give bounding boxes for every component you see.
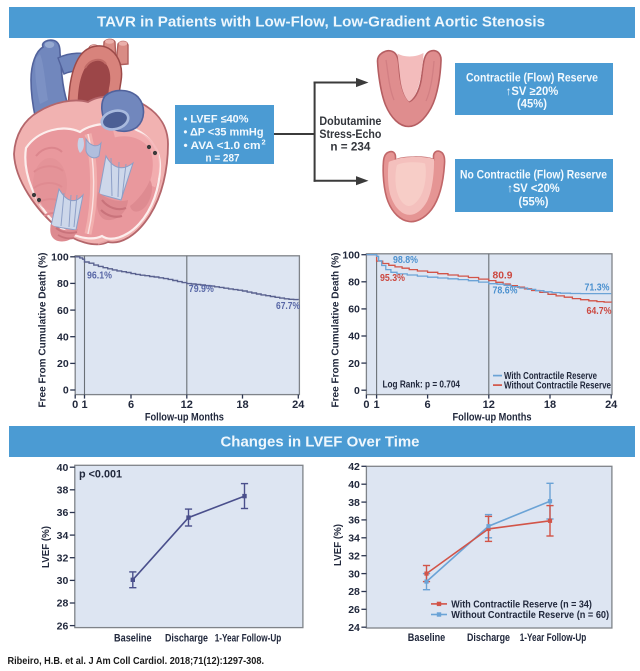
- svg-text:40: 40: [57, 462, 69, 474]
- svg-text:79.9%: 79.9%: [189, 284, 214, 295]
- svg-text:26: 26: [57, 620, 69, 632]
- svg-text:Baseline: Baseline: [114, 633, 152, 645]
- svg-text:Without Contractile Reserve (n: Without Contractile Reserve (n = 60): [451, 609, 609, 621]
- svg-text:Free From Cumulative Death (%): Free From Cumulative Death (%): [37, 253, 49, 408]
- svg-text:98.8%: 98.8%: [393, 255, 418, 266]
- svg-text:80: 80: [348, 277, 360, 289]
- svg-text:26: 26: [348, 604, 360, 616]
- svg-text:28: 28: [348, 586, 360, 598]
- svg-text:6: 6: [425, 399, 431, 411]
- svg-text:42: 42: [348, 461, 360, 473]
- svg-text:LVEF (%): LVEF (%): [40, 526, 52, 568]
- svg-text:32: 32: [348, 550, 360, 562]
- svg-text:No Contractile (Flow) Reserve: No Contractile (Flow) Reserve: [460, 169, 607, 181]
- svg-text:28: 28: [57, 598, 69, 610]
- svg-text:100: 100: [342, 249, 360, 261]
- svg-text:n = 287: n = 287: [206, 152, 240, 164]
- svg-text:p <0.001: p <0.001: [79, 468, 122, 480]
- svg-text:(55%): (55%): [519, 197, 549, 209]
- svg-text:20: 20: [348, 358, 360, 370]
- svg-text:12: 12: [483, 399, 495, 411]
- svg-text:Free From Cumulative Death (%): Free From Cumulative Death (%): [330, 253, 342, 408]
- svg-text:Without Contractile Reserve: Without Contractile Reserve: [504, 381, 611, 392]
- svg-text:12: 12: [181, 399, 193, 411]
- svg-text:• LVEF ≤40%: • LVEF ≤40%: [184, 113, 249, 125]
- svg-text:24: 24: [292, 399, 305, 411]
- svg-text:30: 30: [57, 575, 69, 587]
- svg-text:Ribeiro, H.B. et al. J Am Coll: Ribeiro, H.B. et al. J Am Coll Cardiol. …: [8, 656, 265, 667]
- svg-text:71.3%: 71.3%: [585, 283, 610, 294]
- svg-text:Log Rank: p = 0.704: Log Rank: p = 0.704: [383, 379, 461, 391]
- svg-text:24: 24: [348, 622, 360, 634]
- svg-text:↑SV <20%: ↑SV <20%: [507, 183, 560, 195]
- svg-text:34: 34: [57, 530, 69, 542]
- svg-text:96.1%: 96.1%: [87, 270, 112, 281]
- svg-text:Stress-Echo: Stress-Echo: [319, 129, 381, 141]
- svg-text:Discharge: Discharge: [467, 632, 510, 644]
- svg-text:40: 40: [57, 331, 69, 343]
- svg-text:Discharge: Discharge: [165, 633, 208, 645]
- svg-text:60: 60: [57, 305, 69, 317]
- svg-text:32: 32: [57, 552, 69, 564]
- svg-text:Contractile (Flow) Reserve: Contractile (Flow) Reserve: [466, 72, 598, 84]
- svg-text:24: 24: [605, 399, 618, 411]
- svg-text:18: 18: [236, 399, 248, 411]
- svg-text:34: 34: [348, 533, 360, 545]
- svg-text:67.7%: 67.7%: [276, 301, 300, 312]
- svg-text:0: 0: [63, 385, 69, 397]
- svg-text:38: 38: [57, 485, 69, 497]
- svg-text:Follow-up Months: Follow-up Months: [453, 412, 532, 424]
- svg-text:Changes in LVEF Over Time: Changes in LVEF Over Time: [221, 434, 420, 451]
- svg-text:36: 36: [57, 507, 69, 519]
- svg-text:80.9: 80.9: [493, 270, 513, 281]
- svg-text:95.3%: 95.3%: [380, 273, 405, 284]
- svg-text:2: 2: [262, 138, 266, 147]
- svg-text:1: 1: [374, 399, 380, 411]
- svg-text:20: 20: [57, 358, 69, 370]
- svg-text:• AVA <1.0 cm: • AVA <1.0 cm: [184, 140, 261, 152]
- svg-text:With Contractile Reserve: With Contractile Reserve: [504, 371, 597, 382]
- svg-text:0: 0: [72, 399, 78, 411]
- svg-text:1-Year Follow-Up: 1-Year Follow-Up: [520, 632, 587, 644]
- svg-text:1: 1: [81, 399, 87, 411]
- svg-text:80: 80: [57, 278, 69, 290]
- svg-text:With Contractile Reserve (n =: With Contractile Reserve (n = 34): [451, 599, 592, 611]
- svg-text:Baseline: Baseline: [408, 632, 446, 644]
- svg-text:40: 40: [348, 331, 360, 343]
- svg-text:18: 18: [544, 399, 556, 411]
- svg-text:1-Year Follow-Up: 1-Year Follow-Up: [215, 633, 282, 645]
- svg-text:Follow-up Months: Follow-up Months: [145, 412, 224, 424]
- svg-text:LVEF (%): LVEF (%): [332, 524, 344, 566]
- svg-text:TAVR in Patients with Low-Flow: TAVR in Patients with Low-Flow, Low-Grad…: [97, 14, 545, 31]
- svg-text:n = 234: n = 234: [330, 142, 371, 154]
- svg-text:6: 6: [128, 399, 134, 411]
- svg-text:100: 100: [51, 252, 69, 264]
- svg-text:Dobutamine: Dobutamine: [319, 116, 381, 128]
- svg-text:0: 0: [363, 399, 369, 411]
- svg-text:38: 38: [348, 497, 360, 509]
- svg-text:↑SV ≥20%: ↑SV ≥20%: [506, 86, 559, 98]
- svg-text:36: 36: [348, 515, 360, 527]
- svg-text:30: 30: [348, 568, 360, 580]
- svg-text:78.6%: 78.6%: [493, 286, 518, 297]
- svg-text:0: 0: [354, 385, 360, 397]
- svg-text:40: 40: [348, 479, 360, 491]
- svg-text:64.7%: 64.7%: [587, 306, 612, 317]
- svg-text:• ΔP <35 mmHg: • ΔP <35 mmHg: [184, 127, 264, 139]
- svg-text:60: 60: [348, 304, 360, 316]
- svg-text:(45%): (45%): [517, 99, 547, 111]
